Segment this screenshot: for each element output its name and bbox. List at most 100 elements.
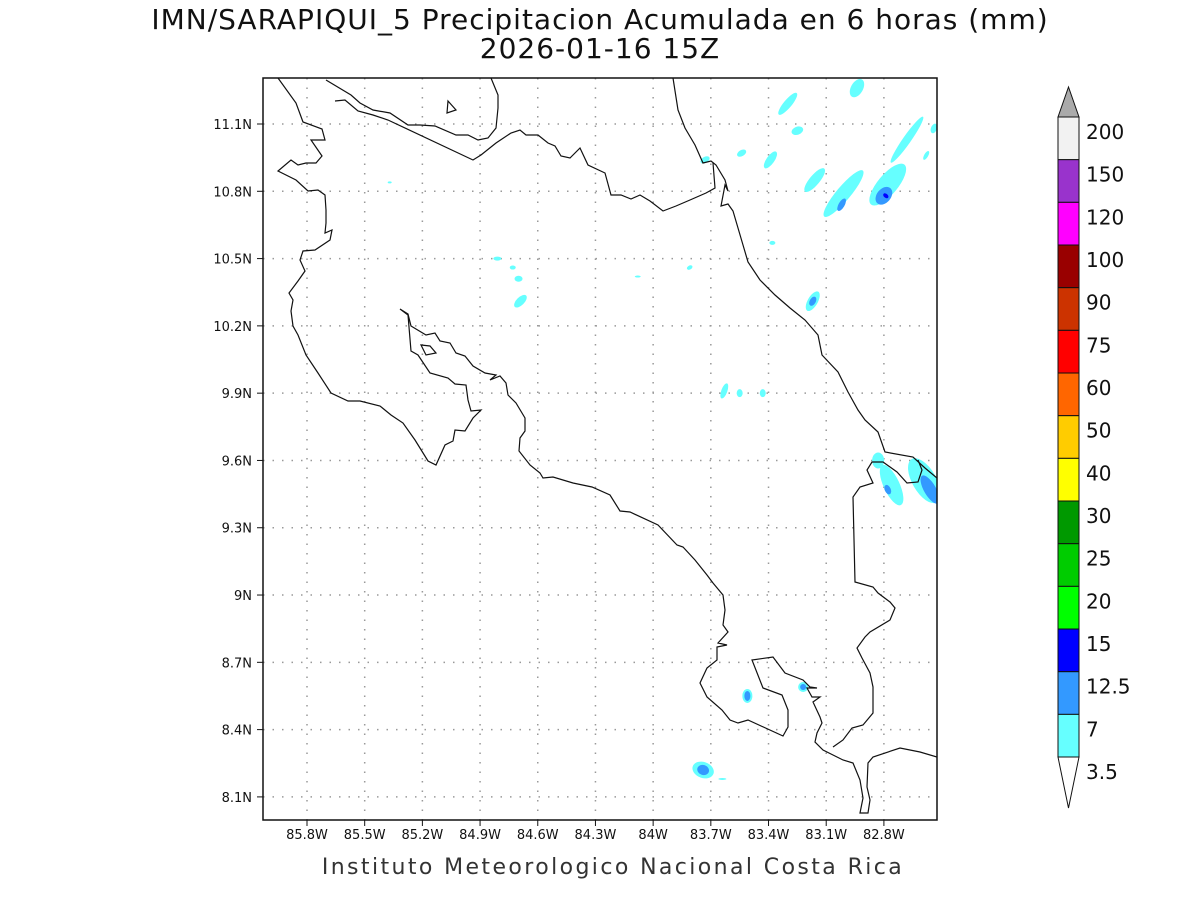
y-tick-label: 8.4N — [222, 724, 252, 739]
precip-cell-3_5 — [718, 777, 727, 780]
precip-cell-3_5 — [890, 116, 924, 163]
legend-label: 100 — [1086, 248, 1124, 272]
precip-cell-3_5 — [879, 464, 904, 506]
x-tick-label: 85.2W — [401, 828, 443, 843]
legend-color-box — [1057, 329, 1080, 374]
y-tick-label: 11.1N — [213, 118, 252, 133]
legend-below-triangle — [1057, 756, 1080, 809]
caribbean-coastline — [672, 78, 937, 479]
legend-color-box — [1057, 585, 1080, 630]
precip-cell-3_5 — [514, 275, 523, 282]
x-tick-label: 84.6W — [517, 828, 559, 843]
x-tick-label: 83.7W — [690, 828, 732, 843]
precip-cell-7 — [697, 764, 710, 776]
precip-cell-3_5 — [823, 170, 864, 217]
y-tick-label: 10.2N — [213, 320, 252, 335]
precip-cell-3_5 — [514, 294, 527, 308]
legend-label: 15 — [1086, 632, 1111, 656]
legend-label: 150 — [1086, 163, 1124, 187]
map-frame — [262, 77, 938, 821]
legend-label: 7 — [1086, 717, 1099, 741]
x-tick-label: 83.1W — [805, 828, 847, 843]
x-tick-label: 85.5W — [344, 828, 386, 843]
precip-cell-3_5 — [930, 123, 937, 134]
precip-cell-3_5 — [509, 265, 516, 270]
legend-color-box — [1057, 116, 1080, 161]
footer-institution: Instituto Meteorologico Nacional Costa R… — [321, 855, 905, 880]
precip-cell-3_5 — [869, 163, 907, 206]
small-lake — [446, 99, 458, 114]
legend-label: 30 — [1086, 504, 1111, 528]
precip-cell-7 — [744, 690, 751, 701]
precip-cell-7 — [884, 484, 892, 495]
pacific-coastline — [276, 78, 937, 814]
x-tick-label: 84W — [638, 828, 668, 843]
precip-cell-3_5 — [849, 78, 865, 98]
panama-border — [832, 459, 923, 748]
legend-above-triangle — [1057, 85, 1080, 118]
precip-cell-3_5 — [759, 389, 766, 398]
y-tick-label: 8.1N — [222, 791, 252, 806]
precip-cell-3_5 — [872, 452, 885, 469]
x-tick-label: 82.8W — [863, 828, 905, 843]
precip-cell-3_5 — [686, 265, 693, 270]
legend-label: 12.5 — [1086, 675, 1131, 699]
legend-label: 75 — [1086, 333, 1111, 357]
precip-cell-12_5 — [883, 193, 889, 199]
legend-color-box — [1057, 713, 1080, 758]
color-legend: 200 150 120 100 90 75 60 50 40 30 25 20 15 12.5 7 3.5 — [1057, 85, 1131, 809]
legend-label: 20 — [1086, 589, 1111, 613]
legend-label: 90 — [1086, 291, 1111, 315]
precip-cell-7 — [920, 475, 937, 504]
legend-label: 3.5 — [1086, 760, 1118, 784]
precip-cell-3_5 — [923, 150, 930, 160]
x-tick-label: 84.3W — [575, 828, 617, 843]
precip-cell-3_5 — [736, 389, 743, 398]
precip-cell-7 — [837, 198, 846, 211]
coastlines — [276, 78, 937, 814]
y-tick-label: 9.6N — [222, 454, 252, 469]
y-tick-label: 8.7N — [222, 656, 252, 671]
legend-color-box — [1057, 628, 1080, 673]
precip-cell-3_5 — [720, 383, 729, 399]
lake-island — [419, 344, 438, 356]
x-tick-label: 83.4W — [748, 828, 790, 843]
precip-cell-3_5 — [634, 275, 641, 278]
precip-cell-3_5 — [493, 256, 502, 261]
legend-label: 50 — [1086, 419, 1111, 443]
legend-color-box — [1057, 201, 1080, 246]
y-tick-label: 9.9N — [222, 387, 252, 402]
legend-label: 200 — [1086, 120, 1124, 144]
x-tick-label: 85.8W — [286, 828, 328, 843]
precip-cell-3_5 — [737, 149, 747, 157]
legend-color-box — [1057, 500, 1080, 545]
legend-color-box — [1057, 159, 1080, 203]
y-tick-label: 10.5N — [213, 253, 252, 268]
precip-cell-3_5 — [804, 168, 826, 193]
legend-label: 40 — [1086, 461, 1111, 485]
legend-color-box — [1057, 543, 1080, 587]
precip-cell-3_5 — [769, 240, 776, 245]
legend-color-box — [1057, 372, 1080, 417]
legend-color-box — [1057, 244, 1080, 289]
precip-cells — [387, 78, 937, 780]
precip-cell-3_5 — [778, 92, 798, 115]
y-tick-label: 9.3N — [222, 522, 252, 537]
nicaragua-border — [334, 99, 716, 212]
x-tick-label: 84.9W — [459, 828, 501, 843]
legend-color-box — [1057, 671, 1080, 715]
precip-cell-7 — [800, 683, 807, 690]
precip-cell-3_5 — [791, 126, 804, 136]
chart-subtitle-datetime: 2026-01-16 15Z — [479, 32, 721, 65]
y-tick-label: 10.8N — [213, 185, 252, 200]
chart-title: IMN/SARAPIQUI_5 Precipitacion Acumulada … — [151, 3, 1049, 36]
lake-nicaragua-shore — [325, 78, 499, 141]
precip-cell-7 — [809, 296, 817, 306]
precip-cell-3_5 — [763, 151, 778, 169]
gridlines — [263, 78, 937, 820]
axis-ticks: 85.8W 85.5W 85.2W 84.9W 84.6W 84.3W 84W 83.7W 83… — [213, 118, 905, 843]
precip-cell-3_5 — [387, 181, 392, 184]
y-tick-label: 9N — [234, 589, 252, 604]
legend-color-box — [1057, 457, 1080, 502]
